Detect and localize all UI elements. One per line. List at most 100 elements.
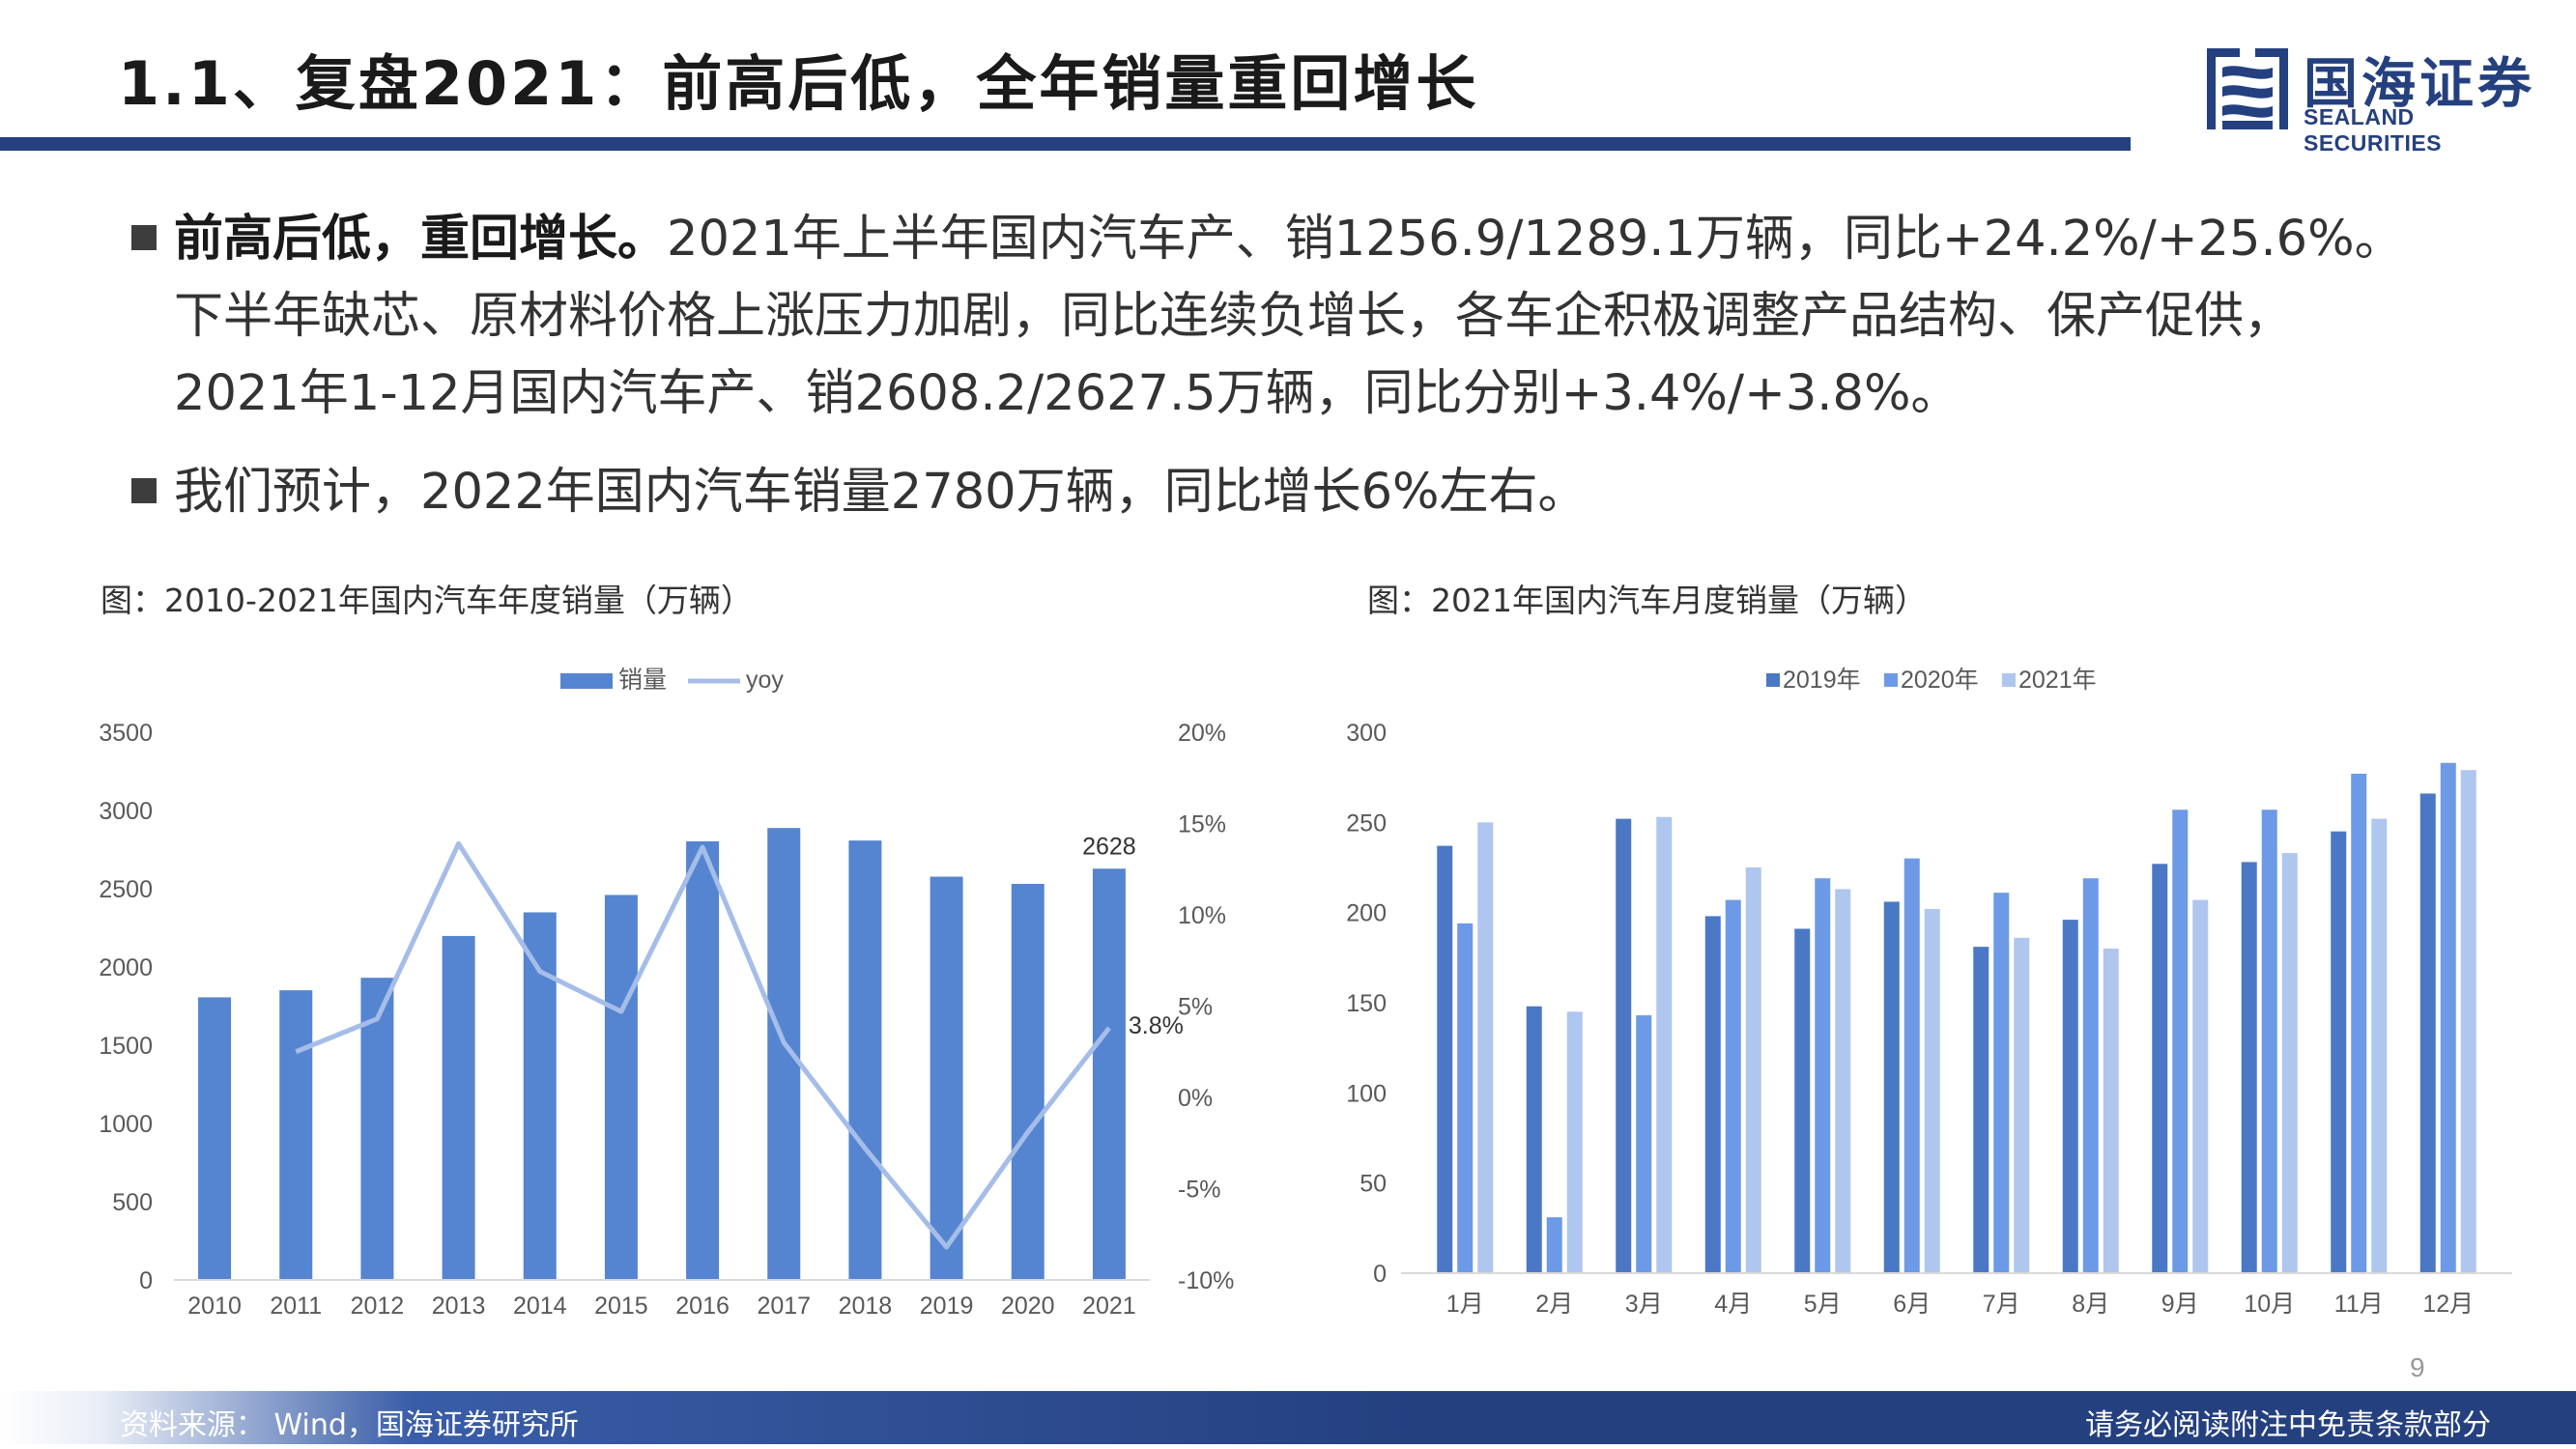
yoy-line (295, 840, 1111, 1250)
x-tick-label: 2017 (757, 1293, 811, 1320)
y-left-tick-label: 1000 (99, 1111, 153, 1138)
x-tick-label: 7月 (1983, 1291, 2020, 1318)
x-tick-label: 11月 (2334, 1291, 2384, 1318)
bar-sales (604, 895, 638, 1280)
page-title: 1.1、复盘2021：前高后低，全年销量重回增长 (118, 48, 1479, 119)
bar-sales (198, 997, 232, 1280)
logo-text-chinese: 国海证券 (2304, 53, 2535, 116)
disclaimer-link[interactable]: 请务必阅读附注中免责条款部分 (2085, 1408, 2491, 1442)
x-tick-label: 3月 (1625, 1291, 1663, 1318)
y-right-tick-label: 0% (1178, 1085, 1213, 1112)
bar-2020年 (2082, 878, 2099, 1273)
bar-2019年 (2241, 862, 2257, 1273)
bar-2019年 (2331, 831, 2347, 1273)
x-tick-label: 2012 (351, 1293, 405, 1320)
y-right-tick-label: 10% (1178, 902, 1226, 929)
bar-2020年 (1636, 1015, 1652, 1273)
bar-2021年 (1745, 867, 1761, 1273)
bar-2021年 (2103, 949, 2119, 1273)
bullet-item: 我们预计，2022年国内汽车销量2780万辆，同比增长6%左右。 (126, 454, 2522, 531)
y-right-tick-label: 15% (1178, 811, 1226, 838)
y-tick-label: 100 (1346, 1080, 1387, 1107)
x-tick-label: 1月 (1446, 1291, 1484, 1318)
y-tick-label: 200 (1346, 900, 1387, 927)
x-tick-label: 2018 (839, 1293, 893, 1320)
monthly-chart-title: 图：2021年国内汽车月度销量（万辆） (1367, 582, 1927, 619)
bar-sales (1092, 868, 1126, 1280)
y-left-tick-label: 3500 (99, 720, 153, 747)
legend-swatch-sales (560, 673, 613, 689)
x-tick-label: 2016 (675, 1293, 730, 1320)
bullet-square-icon (131, 478, 157, 503)
y-left-tick-label: 2500 (99, 876, 153, 903)
bar-2020年 (2261, 810, 2277, 1273)
bar-2019年 (1437, 845, 1453, 1273)
bar-2020年 (1993, 893, 2010, 1273)
logo-text-english: SEALAND SECURITIES (2304, 104, 2443, 156)
legend-label-yoy: yoy (746, 667, 784, 694)
bar-2021年 (1477, 822, 1494, 1273)
page-number: 9 (2410, 1352, 2425, 1382)
bar-2021年 (1656, 816, 1673, 1273)
bar-2021年 (1924, 908, 1940, 1273)
y-tick-label: 0 (1373, 1261, 1387, 1288)
y-tick-label: 50 (1360, 1171, 1387, 1198)
bar-2021年 (2460, 770, 2476, 1273)
bar-2021年 (1566, 1011, 1583, 1273)
bar-2019年 (1883, 901, 1900, 1273)
bullet-line: 2021年上半年国内汽车产、销1256.9/1289.1万辆，同比+24.2%/… (667, 211, 2404, 268)
company-logo: 国海证券 SEALAND SECURITIES (2201, 41, 2559, 156)
x-tick-label: 2021 (1082, 1293, 1136, 1320)
bar-sales (848, 840, 882, 1280)
x-tick-label: 2015 (594, 1293, 648, 1320)
bar-2019年 (2152, 864, 2168, 1273)
y-right-tick-label: -10% (1178, 1267, 1234, 1294)
x-tick-label: 6月 (1893, 1291, 1931, 1318)
bar-sales (279, 990, 313, 1280)
x-tick-label: 2014 (513, 1293, 567, 1320)
bullet-line: 2021年1-12月国内汽车产、销2608.2/2627.5万辆，同比分别+3.… (174, 365, 1961, 422)
bullet-lead: 前高后低，重回增长。 (174, 211, 668, 268)
y-right-tick-label: -5% (1178, 1177, 1220, 1204)
annual-chart-title: 图：2010-2021年国内汽车年度销量（万辆） (100, 582, 753, 619)
x-tick-label: 2月 (1535, 1291, 1573, 1318)
bar-2019年 (2419, 793, 2436, 1273)
bar-2019年 (1526, 1006, 1542, 1273)
summary-bullets: 前高后低，重回增长。2021年上半年国内汽车产、销1256.9/1289.1万辆… (126, 201, 2522, 531)
monthly-sales-chart: 2019年 2020年 2021年 0 50 100 150 200 250 300 1月 2月 3月 4… (1346, 667, 2512, 1318)
bullet-line: 下半年缺芯、原材料价格上涨压力加剧，同比连续负增长，各车企积极调整产品结构、保产… (174, 288, 2294, 345)
y-tick-label: 250 (1346, 810, 1387, 837)
legend-label-2: 2021年 (2018, 667, 2097, 694)
annual-sales-chart: 销量 yoy 0 500 1000 1500 2000 2500 3000 3500 -10% -5%… (99, 667, 1234, 1320)
bar-2019年 (1973, 947, 1989, 1273)
bar-2019年 (1616, 818, 1632, 1273)
source-note: 资料来源： Wind，国海证券研究所 (120, 1408, 579, 1442)
bar-2021年 (1835, 889, 1851, 1273)
x-tick-label: 2019 (920, 1293, 974, 1320)
data-label-yoy: 3.8% (1129, 1012, 1184, 1039)
bullet-item: 前高后低，重回增长。2021年上半年国内汽车产、销1256.9/1289.1万辆… (126, 201, 2522, 433)
y-left-tick-label: 3000 (99, 798, 153, 825)
bullet-square-icon (131, 225, 157, 250)
bar-2021年 (2014, 937, 2030, 1273)
y-left-tick-label: 2000 (99, 954, 153, 981)
bar-2021年 (2281, 853, 2298, 1273)
x-tick-label: 2011 (270, 1293, 322, 1320)
title-divider (0, 137, 2131, 151)
bar-2019年 (1704, 916, 1721, 1273)
data-label-sales: 2628 (1082, 833, 1136, 860)
legend-swatch-0 (1766, 673, 1780, 687)
legend-swatch-2 (2002, 673, 2016, 687)
bar-2020年 (1725, 899, 1741, 1273)
y-left-tick-label: 1500 (99, 1033, 153, 1060)
bar-2019年 (2062, 920, 2078, 1273)
x-tick-label: 12月 (2422, 1291, 2474, 1318)
legend-label-1: 2020年 (1901, 667, 1979, 694)
sealand-logo-icon (2207, 48, 2288, 129)
bar-2019年 (1794, 928, 1811, 1273)
bar-sales (1011, 883, 1045, 1280)
y-right-tick-label: 20% (1178, 720, 1226, 747)
footer-bar (0, 1391, 2576, 1444)
x-tick-label: 2020 (1001, 1293, 1055, 1320)
x-tick-label: 9月 (2161, 1291, 2199, 1318)
